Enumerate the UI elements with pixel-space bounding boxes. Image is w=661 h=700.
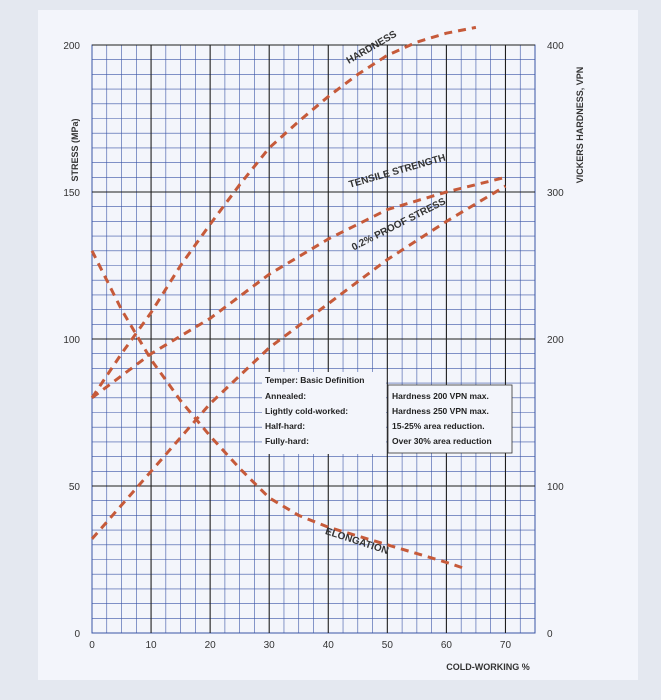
temper-table-right-bg [387, 384, 513, 454]
y-tick-label-right: 100 [547, 482, 564, 493]
x-tick-label: 50 [382, 640, 394, 651]
definition-row-4: 15-25% area reduction. [392, 421, 485, 431]
series-line-3 [90, 250, 465, 570]
x-tick-label: 70 [500, 640, 512, 651]
definition-row-3: Hardness 250 VPN max. [392, 406, 489, 416]
definition-row-5: Over 30% area reduction [392, 436, 492, 446]
temper-table-left-bg [262, 372, 386, 454]
temper-table: Temper: Basic Definition Annealed: Light… [262, 372, 513, 454]
x-tick-label: 0 [89, 640, 95, 651]
x-tick-label: 20 [205, 640, 217, 651]
y-tick-label-right: 200 [547, 335, 564, 346]
y-tick-label-right: 0 [547, 629, 553, 640]
x-tick-label: 40 [323, 640, 335, 651]
y-ticks-left: 0 50 100 150 200 [63, 41, 80, 640]
series-line-0 [90, 25, 477, 399]
series-line-1 [91, 175, 506, 400]
temper-row-2: Lightly cold-worked: [265, 406, 348, 416]
definition-row-2: Hardness 200 VPN max. [392, 391, 489, 401]
temper-row-4: Fully-hard: [265, 436, 309, 446]
y-ticks-right: 0 100 200 300 400 [547, 41, 564, 640]
grid [91, 44, 536, 634]
y-tick-label: 200 [63, 41, 80, 52]
y-tick-label: 50 [69, 482, 81, 493]
temper-table-header: Temper: Basic Definition [265, 375, 365, 385]
x-tick-label: 10 [146, 640, 158, 651]
series-line-2 [90, 184, 507, 540]
x-tick-label: 60 [441, 640, 453, 651]
temper-row-3: Half-hard: [265, 421, 305, 431]
series-layer [90, 25, 507, 570]
y-tick-label: 150 [63, 188, 80, 199]
y-tick-label-right: 400 [547, 41, 564, 52]
x-tick-label: 30 [264, 640, 276, 651]
y-tick-label: 0 [74, 629, 80, 640]
x-ticks: 0 10 20 30 40 50 60 70 [89, 640, 511, 651]
y-tick-label: 100 [63, 335, 80, 346]
y-axis-title: STRESS (MPa) [70, 118, 80, 181]
y-tick-label-right: 300 [547, 188, 564, 199]
paper-background [38, 10, 638, 680]
temper-row-1: Annealed: [265, 391, 306, 401]
x-axis-title: COLD-WORKING % [446, 662, 530, 672]
y-axis-title-right: VICKERS HARDNESS, VPN [575, 67, 585, 184]
